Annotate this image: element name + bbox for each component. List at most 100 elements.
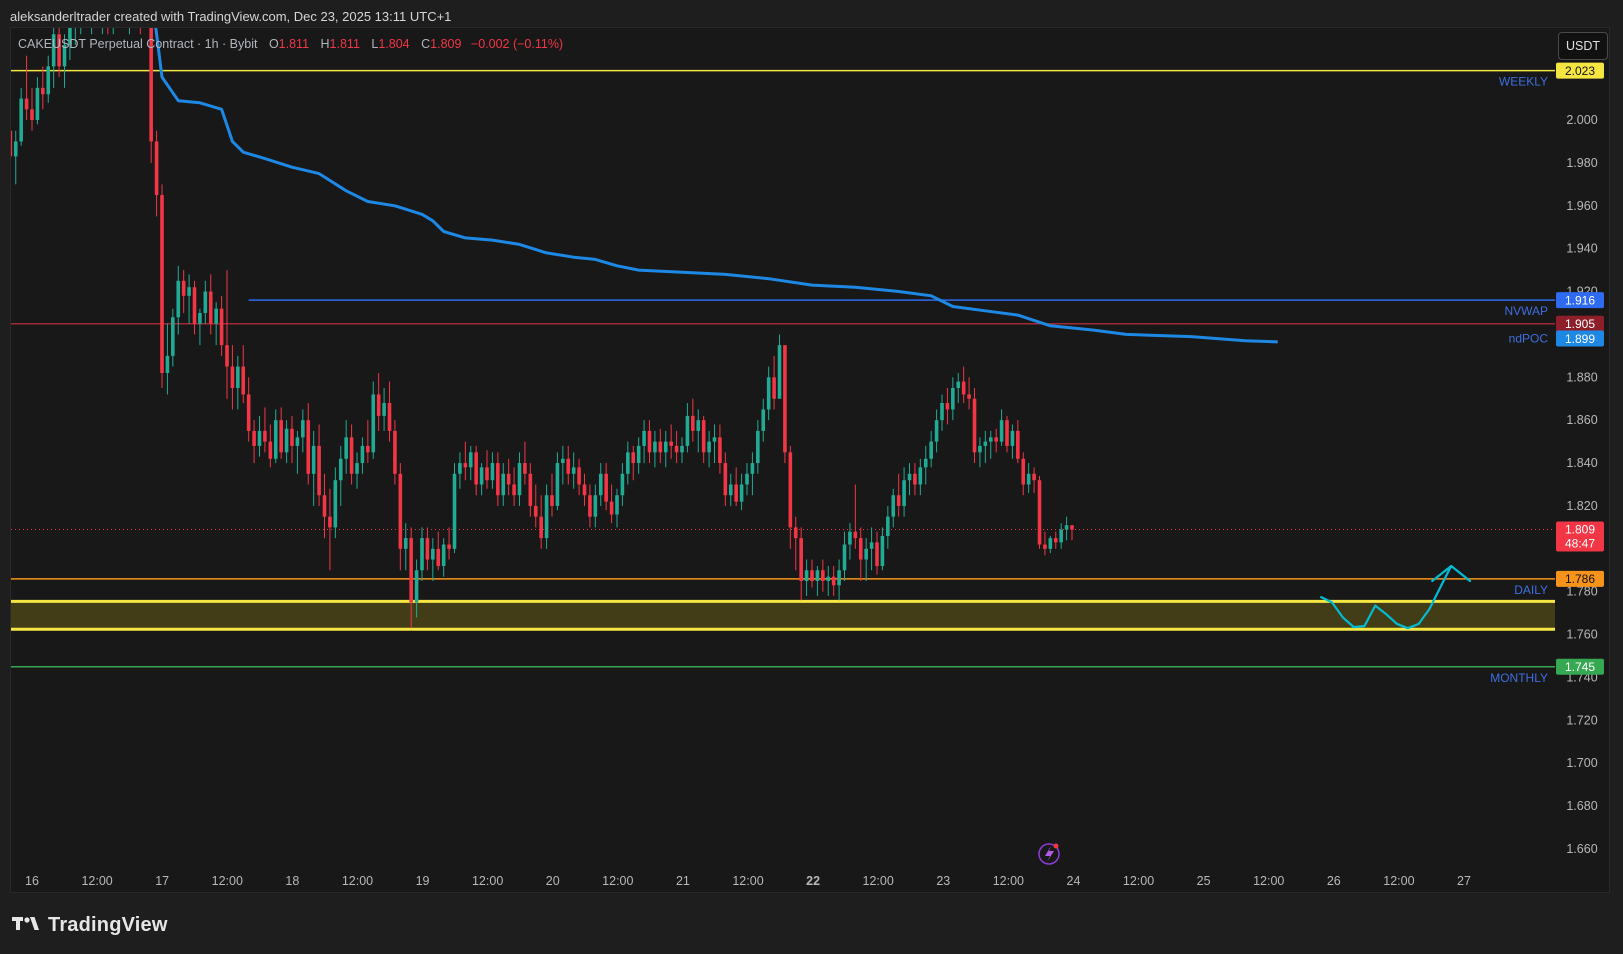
candle-body [295,437,300,446]
candle-body [403,538,408,549]
candle-body [106,13,110,17]
candle-body [978,445,982,453]
candle-body [95,2,99,13]
candle-body [284,428,289,453]
candle-body [241,366,246,395]
candle-body [561,458,565,464]
candle-body [246,394,251,431]
candle-body [1048,538,1053,549]
candle-body [273,420,278,459]
candle-body [777,345,782,399]
candle-body [745,473,749,485]
candle-body [626,452,630,474]
candle-body [355,463,359,474]
candle-body [371,394,376,453]
candle-body [30,109,34,120]
candle-body [144,13,148,14]
candle-body [945,403,950,410]
tradingview-brand[interactable]: TradingView [12,914,168,937]
candle-body [544,495,549,539]
current-price-tag-text: 1.809 [1565,523,1595,537]
nvwap-tag [1556,292,1604,309]
candle-body [988,437,993,442]
candle-body [236,366,240,389]
monthly-tag-text: 1.745 [1565,660,1595,674]
candle-body [268,441,273,459]
bar-countdown-text: 48:47 [1565,537,1595,551]
daily-label: DAILY [1514,583,1548,597]
candle-body [366,445,370,453]
candle-body [734,484,738,502]
candle-body [1059,529,1063,543]
current-price-tag [1556,521,1604,552]
candle-body [90,2,94,13]
red-level-tag [1556,315,1604,332]
candle-body [387,403,392,431]
high-value: 1.811 [329,37,360,51]
candle-body [1010,430,1015,446]
candle-body [523,463,527,474]
candles [11,2,1074,629]
currency-button[interactable]: USDT [1558,32,1608,60]
candle-body [79,2,83,13]
open-value: 1.811 [278,37,310,51]
candle-body [420,538,424,571]
candle-body [322,495,327,517]
x-tick-label: 25 [1197,874,1211,888]
candle-body [604,473,608,502]
candle-body [696,420,701,431]
x-tick-label: 12:00 [993,874,1024,888]
symbol-title[interactable]: CAKEUSDT Perpetual Contract · 1h · Bybit [18,37,258,51]
candle-body [463,463,468,468]
candle-body [198,312,202,324]
candle-body [858,538,863,560]
forecast-arrow-head [1431,564,1472,583]
candle-body [588,495,592,517]
candle-body [474,452,478,485]
candle-body [934,420,939,442]
candle-body [214,308,218,324]
candle-body [171,317,175,356]
candle-body [24,98,29,110]
candle-body [441,544,446,566]
candle-body [360,445,365,464]
candle-body [994,437,998,442]
high-key: H [320,37,330,51]
x-tick-label: 22 [806,874,820,888]
candle-body [11,130,13,157]
candle-body [853,531,858,539]
weekly-tag-text: 2.023 [1565,64,1595,78]
candle-body [257,430,262,446]
candle-body [913,473,917,485]
candle-body [46,66,51,95]
candle-body [349,437,354,474]
candle-body [219,308,224,346]
candle-body [393,430,397,474]
candle-body [723,463,728,496]
candle-body [41,87,45,95]
candle-body [788,452,793,528]
candle-body [208,291,213,324]
candle-body [972,398,977,453]
y-tick-label: 1.700 [1566,756,1597,770]
x-tick-label: 12:00 [212,874,243,888]
candle-body [1053,538,1058,543]
candle-body [1005,420,1009,446]
candle-body [517,463,522,496]
candle-body [750,463,755,474]
x-tick-label: 23 [936,874,950,888]
candle-body [431,548,435,560]
candle-body [382,403,386,416]
candle-body [376,394,381,416]
lightning-event-icon[interactable] [1038,843,1060,865]
low-key: L [371,37,379,51]
ndpoc-tag [1556,330,1604,347]
candle-body [328,516,332,528]
candle-body [783,345,787,453]
candle-body [409,538,413,603]
candle-body [620,473,625,496]
candle-body [528,473,533,506]
x-tick-label: 12:00 [81,874,112,888]
candle-body [301,420,305,438]
